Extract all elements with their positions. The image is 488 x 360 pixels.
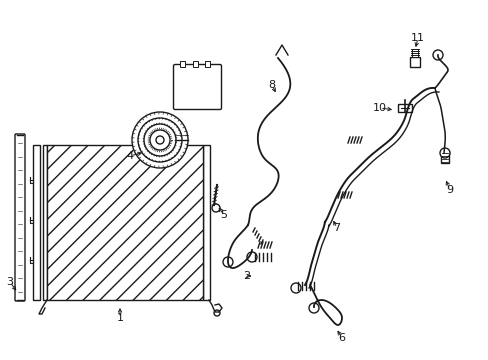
Text: 2: 2 (243, 271, 250, 281)
Text: 7: 7 (333, 223, 340, 233)
Circle shape (290, 283, 301, 293)
Bar (203, 145, 209, 300)
Circle shape (439, 148, 449, 158)
Circle shape (246, 252, 257, 262)
Bar (411, 49, 417, 57)
Text: 3: 3 (6, 277, 14, 287)
Bar (409, 57, 419, 67)
Circle shape (223, 257, 232, 267)
Text: 6: 6 (338, 333, 345, 343)
Text: 11: 11 (410, 33, 424, 43)
Bar (33, 145, 40, 300)
Bar (180, 61, 184, 67)
Text: 5: 5 (220, 210, 227, 220)
Circle shape (308, 303, 318, 313)
Bar (397, 104, 411, 112)
FancyBboxPatch shape (15, 134, 25, 301)
Bar (47, 145, 203, 300)
Bar (440, 151, 448, 163)
Bar (43, 145, 47, 300)
Circle shape (143, 124, 176, 156)
Text: 10: 10 (372, 103, 386, 113)
Text: 4: 4 (126, 151, 133, 161)
FancyBboxPatch shape (173, 64, 221, 109)
Bar (204, 61, 209, 67)
Circle shape (132, 112, 187, 168)
Circle shape (156, 136, 163, 144)
Circle shape (212, 204, 220, 212)
Circle shape (214, 310, 220, 316)
Text: 9: 9 (446, 185, 453, 195)
Text: 8: 8 (268, 80, 275, 90)
Bar (193, 61, 198, 67)
Circle shape (138, 118, 182, 162)
Circle shape (432, 50, 442, 60)
Circle shape (150, 130, 170, 150)
Text: 1: 1 (116, 313, 123, 323)
